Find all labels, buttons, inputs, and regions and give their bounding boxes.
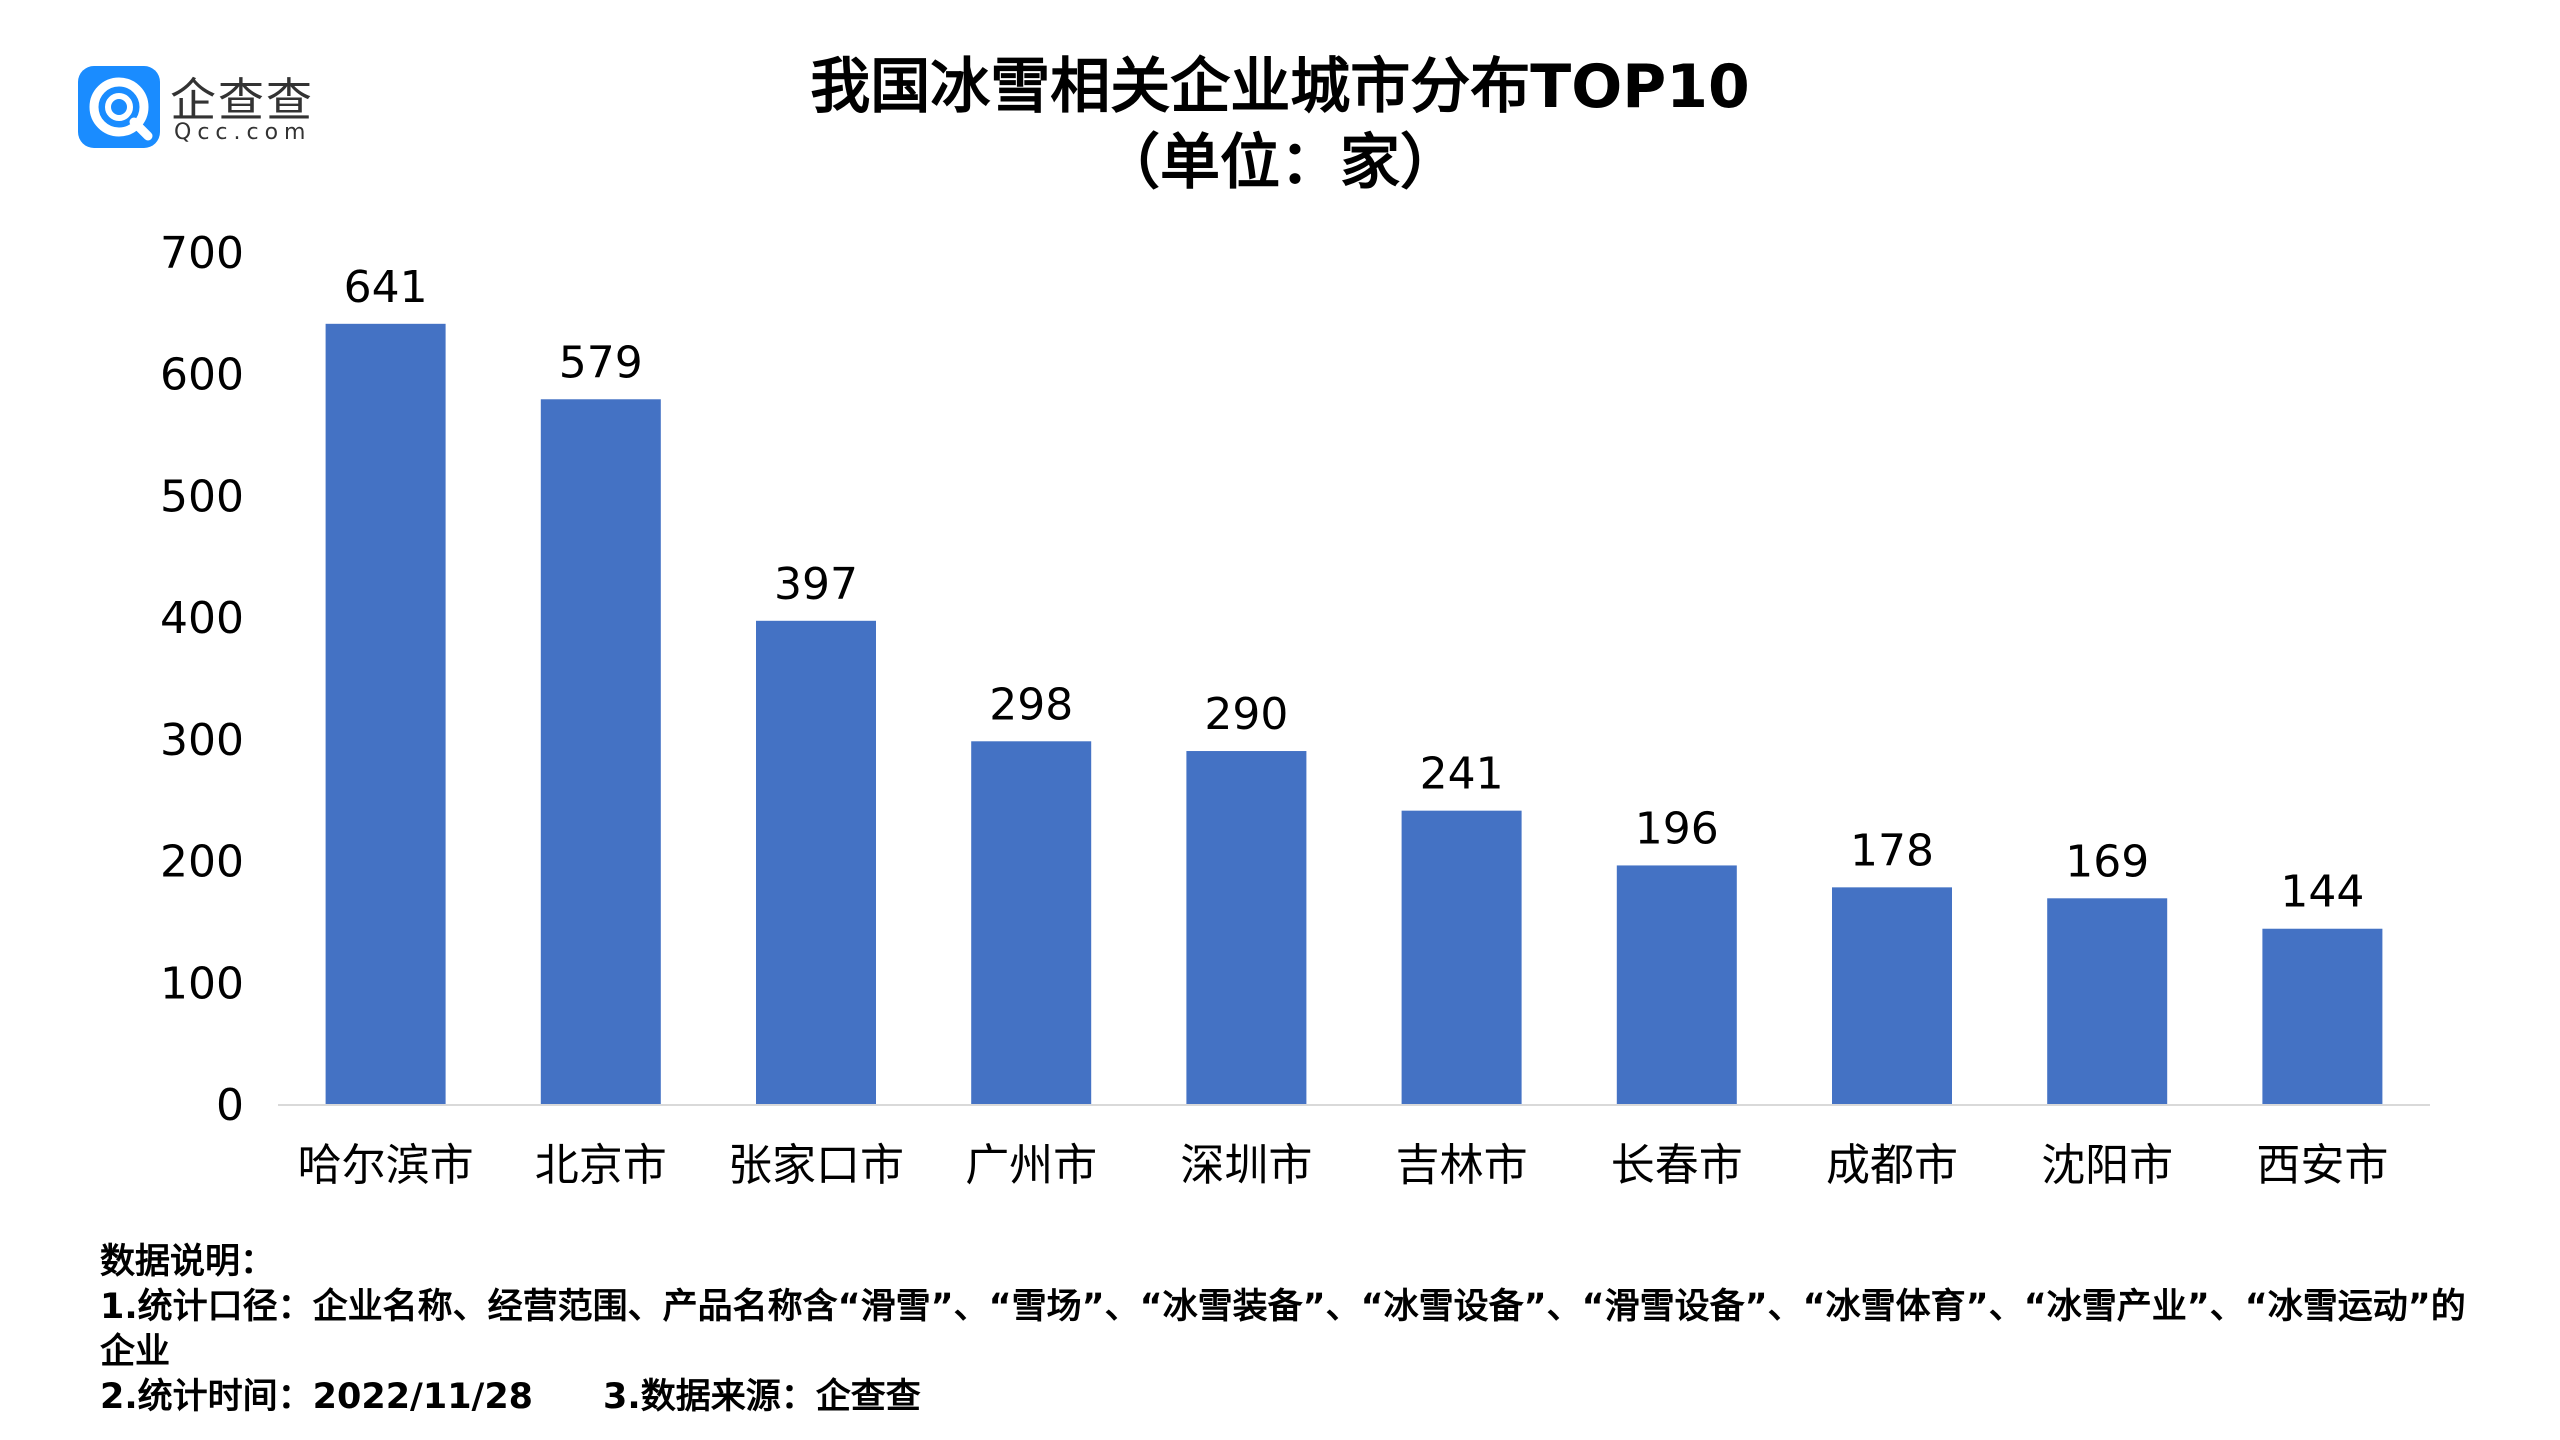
data-label: 641 — [344, 262, 428, 313]
bar-chart: 0 100 200 300 400 500 600 700 641 哈尔滨市 579 北京市 397 张家… — [160, 228, 2430, 1191]
bar — [1401, 810, 1522, 1104]
chart-title: 我国冰雪相关企业城市分布TOP10 — [810, 52, 1750, 122]
y-tick-label: 100 — [160, 958, 244, 1009]
chart-unit: （单位：家） — [1100, 128, 1460, 198]
bar — [1616, 865, 1737, 1104]
y-tick-label: 300 — [160, 715, 244, 766]
x-tick-label: 长春市 — [1611, 1140, 1743, 1191]
x-tick-label: 吉林市 — [1396, 1140, 1528, 1191]
x-tick-label: 深圳市 — [1180, 1140, 1312, 1191]
data-label: 298 — [989, 679, 1073, 730]
bar — [756, 620, 876, 1104]
data-label: 196 — [1635, 803, 1719, 854]
x-tick-label: 北京市 — [535, 1140, 667, 1191]
data-label: 290 — [1204, 689, 1288, 740]
y-tick-label: 600 — [160, 350, 244, 401]
bar — [971, 741, 1092, 1104]
y-tick-label: 500 — [160, 471, 244, 522]
data-label: 178 — [1850, 825, 1934, 876]
notes-line2: 2.统计时间：2022/11/28 3.数据来源：企查查 — [100, 1375, 2500, 1420]
notes-source: 3.数据来源：企查查 — [603, 1377, 921, 1417]
logo-text-en: Qcc.com — [174, 120, 312, 145]
bar — [325, 323, 446, 1105]
data-label: 144 — [2280, 867, 2364, 918]
data-label: 169 — [2065, 836, 2149, 887]
x-tick-label: 广州市 — [965, 1140, 1097, 1191]
notes-heading: 数据说明： — [100, 1242, 276, 1282]
x-tick-label: 哈尔滨市 — [298, 1140, 474, 1191]
bar — [1832, 887, 1952, 1104]
qcc-logo-icon — [78, 66, 160, 148]
data-label: 241 — [1420, 749, 1504, 800]
notes-time: 2.统计时间：2022/11/28 — [100, 1377, 534, 1417]
y-tick-label: 0 — [216, 1080, 244, 1131]
logo-text-cn: 企查查 — [170, 73, 314, 127]
bar — [2047, 898, 2168, 1104]
y-tick-label: 400 — [160, 593, 244, 644]
qcc-logo: 企查查 Qcc.com — [78, 66, 338, 152]
data-notes: 数据说明： 1.统计口径：企业名称、经营范围、产品名称含“滑雪”、“雪场”、“冰… — [100, 1240, 2500, 1420]
notes-line1: 1.统计口径：企业名称、经营范围、产品名称含“滑雪”、“雪场”、“冰雪装备”、“… — [100, 1287, 2466, 1372]
x-tick-label: 西安市 — [2256, 1140, 2388, 1191]
data-label: 579 — [559, 337, 643, 388]
x-tick-label: 沈阳市 — [2041, 1140, 2173, 1191]
bar — [2262, 928, 2383, 1104]
x-tick-label: 成都市 — [1826, 1140, 1958, 1191]
bar — [540, 399, 661, 1104]
data-label: 397 — [774, 559, 858, 610]
y-tick-label: 200 — [160, 837, 244, 888]
bar — [1186, 751, 1307, 1104]
y-tick-label: 700 — [160, 228, 244, 279]
x-tick-label: 张家口市 — [728, 1140, 904, 1191]
